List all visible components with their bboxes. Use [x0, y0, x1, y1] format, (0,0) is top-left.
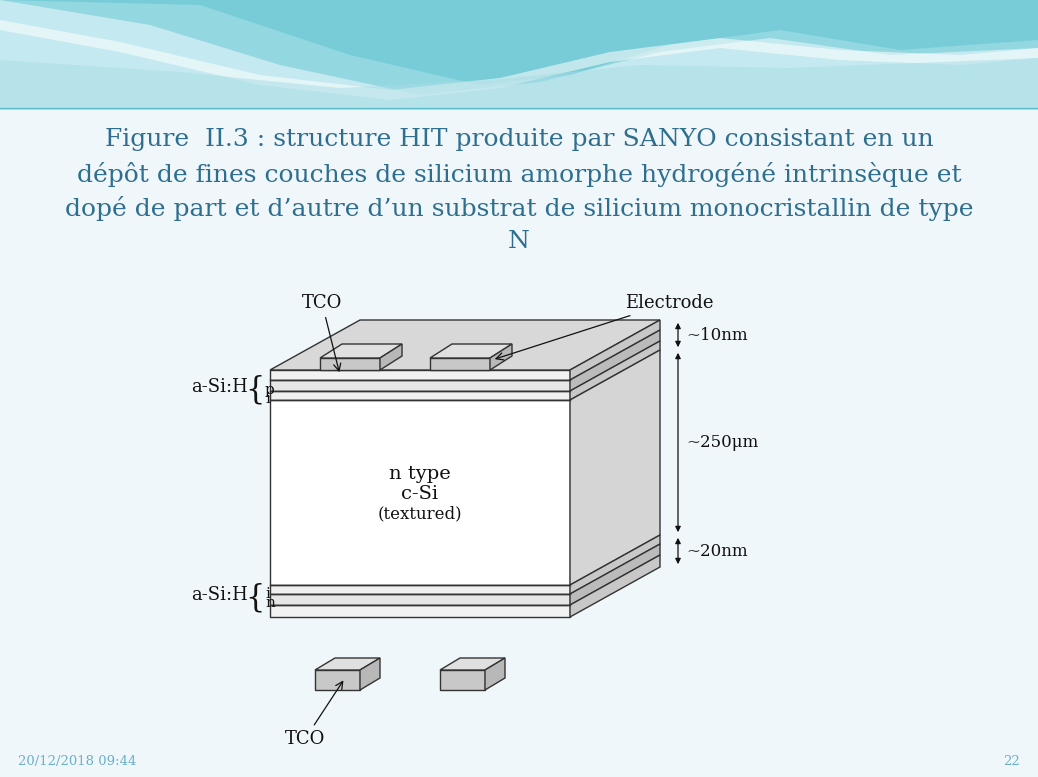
Text: TCO: TCO [284, 681, 343, 748]
Text: a-Si:H: a-Si:H [191, 586, 248, 604]
Text: 20/12/2018 09:44: 20/12/2018 09:44 [18, 755, 136, 768]
Polygon shape [570, 320, 660, 380]
Polygon shape [570, 350, 660, 585]
Polygon shape [315, 670, 360, 690]
Polygon shape [360, 658, 380, 690]
Text: ~20nm: ~20nm [686, 542, 747, 559]
Text: n: n [265, 596, 275, 610]
Polygon shape [570, 535, 660, 594]
Polygon shape [440, 670, 485, 690]
Text: n type: n type [389, 465, 450, 483]
Polygon shape [270, 585, 570, 594]
Text: i: i [265, 392, 270, 406]
Text: c-Si: c-Si [402, 485, 439, 503]
Text: dopé de part et d’autre d’un substrat de silicium monocristallin de type: dopé de part et d’autre d’un substrat de… [64, 196, 974, 221]
Polygon shape [440, 658, 506, 670]
Text: N: N [508, 230, 530, 253]
Text: (textured): (textured) [378, 506, 462, 522]
Text: 22: 22 [1004, 755, 1020, 768]
Text: Figure  II.3 : structure HIT produite par SANYO consistant en un: Figure II.3 : structure HIT produite par… [105, 128, 933, 151]
Polygon shape [270, 391, 570, 400]
Polygon shape [430, 344, 512, 358]
Text: ~250μm: ~250μm [686, 434, 758, 451]
Polygon shape [270, 380, 570, 391]
Text: {: { [245, 583, 265, 614]
Polygon shape [0, 58, 1038, 110]
Text: Electrode: Electrode [496, 294, 713, 360]
Polygon shape [0, 20, 1038, 100]
Text: a-Si:H: a-Si:H [191, 378, 248, 396]
Polygon shape [570, 341, 660, 400]
Polygon shape [0, 0, 1038, 85]
Text: p: p [265, 383, 275, 397]
Polygon shape [320, 358, 380, 370]
Polygon shape [270, 400, 570, 585]
Polygon shape [490, 344, 512, 370]
Polygon shape [270, 320, 660, 370]
Polygon shape [320, 344, 402, 358]
Polygon shape [570, 555, 660, 617]
Polygon shape [0, 0, 1038, 95]
Text: {: { [245, 375, 265, 406]
Text: ~10nm: ~10nm [686, 326, 747, 343]
Text: i: i [265, 587, 270, 601]
Text: dépôt de fines couches de silicium amorphe hydrogéné intrinsèque et: dépôt de fines couches de silicium amorp… [77, 162, 961, 187]
Polygon shape [270, 370, 570, 380]
Polygon shape [270, 605, 570, 617]
Polygon shape [315, 658, 380, 670]
Polygon shape [570, 330, 660, 391]
Polygon shape [570, 544, 660, 605]
Polygon shape [380, 344, 402, 370]
Polygon shape [430, 358, 490, 370]
Polygon shape [0, 0, 1038, 110]
Polygon shape [270, 594, 570, 605]
Polygon shape [485, 658, 506, 690]
Text: TCO: TCO [302, 294, 343, 371]
